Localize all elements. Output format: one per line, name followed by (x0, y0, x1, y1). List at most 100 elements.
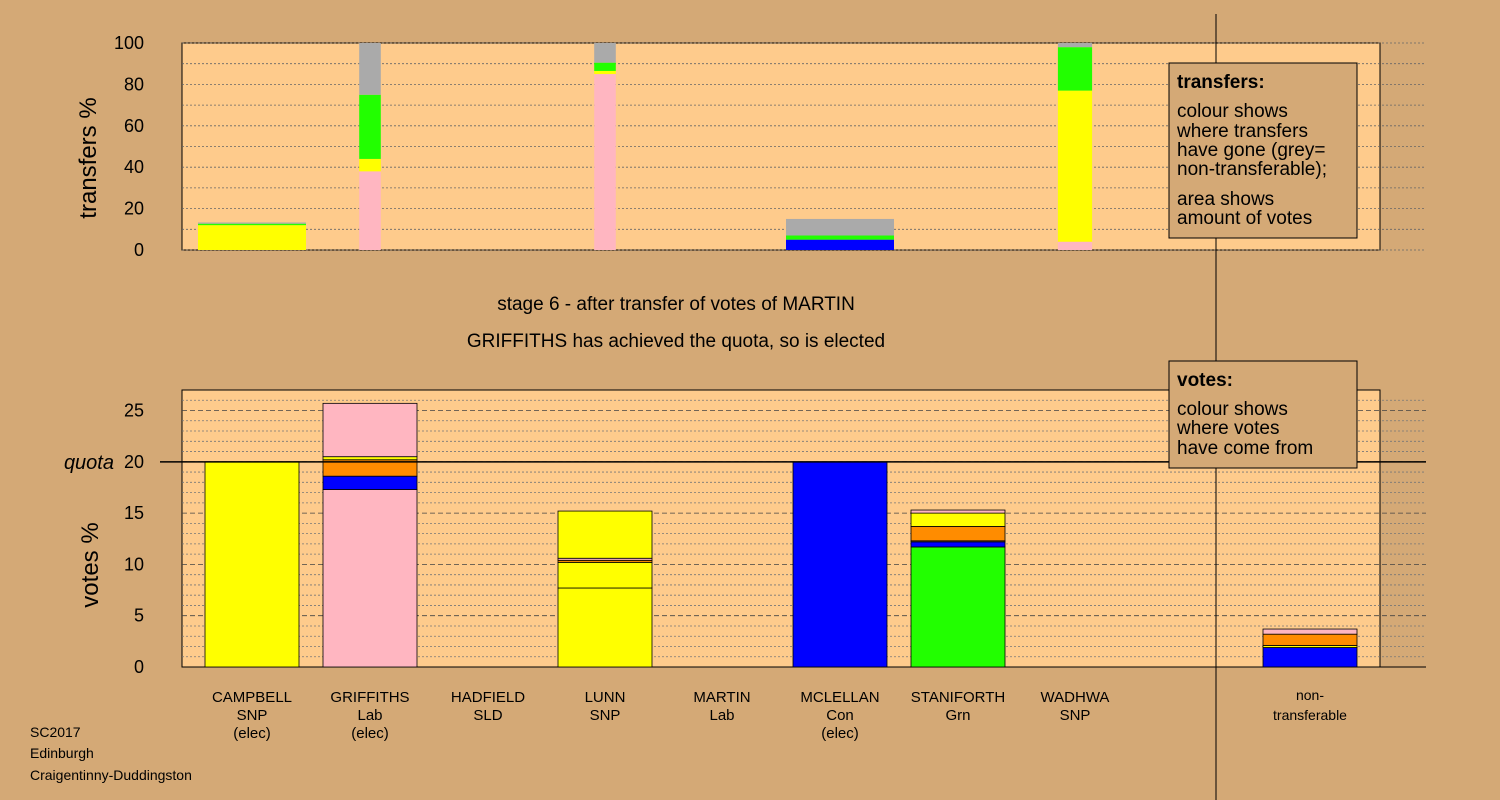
transfer-segment-lunn (594, 74, 616, 250)
candidate-label: non- (1296, 687, 1324, 703)
elected-caption: GRIFFITHS has achieved the quota, so is … (467, 331, 885, 352)
candidate-labels: CAMPBELLSNP(elec)GRIFFITHSLab(elec)HADFI… (212, 687, 1347, 742)
candidate-label: LUNN (585, 689, 626, 706)
candidate-label: SLD (473, 707, 502, 724)
vote-segment (1262, 633, 1358, 646)
transfer-segment-griffiths (359, 171, 381, 250)
vote-segment (557, 561, 653, 589)
transfers-y-tick-label: 20 (124, 199, 144, 219)
transfers-legend-line: colour shows (1177, 101, 1288, 122)
transfers-legend-line: have gone (grey= (1177, 140, 1325, 161)
candidate-label: MARTIN (693, 689, 750, 706)
vote-segment (910, 512, 1006, 527)
candidate-label: (elec) (233, 725, 271, 742)
transfers-y-axis-label: transfers % (75, 97, 102, 218)
transfers-legend-line: where transfers (1176, 121, 1308, 142)
votes-bars (204, 402, 1358, 668)
transfer-segment-griffiths (359, 43, 381, 95)
transfer-segment-griffiths (359, 94, 381, 159)
votes-y-tick-label: 0 (134, 657, 144, 677)
transfers-y-tick-label: 60 (124, 116, 144, 136)
votes-legend-line: have come from (1177, 438, 1313, 459)
candidate-label: STANIFORTH (911, 689, 1005, 706)
footer-council: Edinburgh (30, 745, 94, 761)
transfer-segment-mclellan (786, 235, 894, 240)
transfer-segment-griffiths (359, 158, 381, 172)
vote-segment (910, 526, 1006, 542)
transfers-y-ticks: 0 20 40 60 80 100 (114, 33, 144, 260)
candidate-label: HADFIELD (451, 689, 525, 706)
votes-legend-box (1168, 360, 1358, 469)
votes-legend-line: colour shows (1177, 399, 1288, 420)
vote-segment (204, 461, 300, 668)
vote-segment (910, 546, 1006, 668)
transfer-segment-mclellan (786, 239, 894, 250)
stage-caption: stage 6 - after transfer of votes of MAR… (497, 294, 855, 315)
votes-y-tick-label: 15 (124, 503, 144, 523)
transfers-legend-line: amount of votes (1177, 208, 1312, 229)
votes-y-tick-label: 20 (124, 452, 144, 472)
votes-y-axis-label: votes % (77, 522, 104, 607)
transfers-legend-line: non-transferable); (1177, 159, 1327, 180)
vote-segment (910, 509, 1006, 514)
transfer-segment-mclellan (786, 218, 894, 236)
candidate-label: MCLELLAN (800, 689, 879, 706)
transfers-legend-title: transfers: (1177, 72, 1265, 93)
candidate-label: Lab (709, 707, 734, 724)
candidate-label: SNP (590, 707, 621, 724)
candidate-label: GRIFFITHS (330, 689, 409, 706)
transfer-segment-lunn (594, 70, 616, 75)
vote-segment (557, 587, 653, 668)
candidate-label: (elec) (821, 725, 859, 742)
candidate-label: Lab (357, 707, 382, 724)
footer-election: SC2017 (30, 724, 81, 740)
transfers-y-tick-label: 80 (124, 74, 144, 94)
candidate-label: CAMPBELL (212, 689, 292, 706)
candidate-label: WADHWA (1041, 689, 1110, 706)
votes-legend-line: where votes (1176, 418, 1279, 439)
footer-ward: Craigentinny-Duddingston (30, 767, 192, 783)
quota-label: quota (64, 452, 114, 474)
transfers-y-tick-label: 40 (124, 157, 144, 177)
candidate-label: Con (826, 707, 854, 724)
vote-segment (557, 510, 653, 559)
transfer-segment-wadhwa (1057, 47, 1093, 91)
votes-y-tick-label: 5 (134, 606, 144, 626)
votes-y-tick-label: 10 (124, 554, 144, 574)
transfer-segment-wadhwa (1057, 241, 1093, 250)
transfer-segment-wadhwa (1057, 43, 1093, 48)
candidate-label: SNP (237, 707, 268, 724)
votes-bar (557, 510, 653, 668)
transfers-legend: transfers: colour shows where transfers … (1168, 62, 1358, 239)
vote-segment (910, 541, 1006, 548)
candidate-label: (elec) (351, 725, 389, 742)
votes-legend: votes: colour shows where votes have com… (1168, 360, 1358, 469)
votes-bar (322, 402, 418, 668)
transfer-segment-lunn (594, 43, 616, 63)
votes-bar (1262, 628, 1358, 668)
vote-segment (322, 489, 418, 668)
votes-y-ticks: 0 5 10 15 20 25 (124, 401, 144, 677)
transfers-bars (198, 43, 1093, 250)
vote-segment (322, 402, 418, 458)
vote-segment (322, 475, 418, 490)
votes-bar (204, 461, 300, 668)
candidate-label: SNP (1060, 707, 1091, 724)
votes-bar (792, 461, 888, 668)
candidate-label: transferable (1273, 707, 1347, 723)
transfer-segment-campbell (198, 223, 306, 226)
transfers-legend-box (1168, 62, 1358, 239)
transfers-legend-line: area shows (1177, 189, 1274, 210)
vote-segment (792, 461, 888, 668)
transfer-segment-lunn (594, 62, 616, 71)
candidate-label: Grn (945, 707, 970, 724)
vote-segment (1262, 647, 1358, 668)
transfer-segment-wadhwa (1057, 90, 1093, 242)
vote-segment (322, 456, 418, 461)
transfers-y-tick-label: 0 (134, 240, 144, 260)
transfer-segment-campbell (198, 225, 306, 250)
transfers-y-tick-label: 100 (114, 33, 144, 53)
votes-bar (910, 509, 1006, 668)
